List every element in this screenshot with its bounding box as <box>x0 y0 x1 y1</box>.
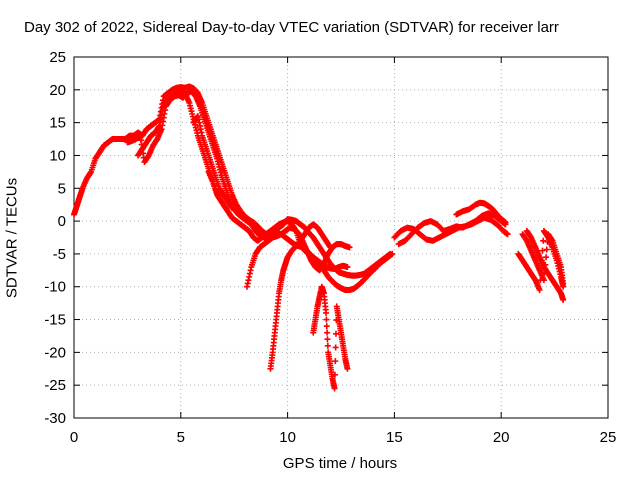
data-series <box>124 88 396 294</box>
data-point <box>327 244 334 251</box>
data-point-interp <box>543 254 550 261</box>
data-point-interp <box>324 342 331 349</box>
y-tick-label: 15 <box>49 115 66 132</box>
data-series <box>190 113 236 211</box>
y-tick-label: 5 <box>58 180 66 197</box>
data-point <box>560 280 567 287</box>
data-point <box>222 204 229 211</box>
data-point <box>387 250 394 257</box>
y-tick-label: -10 <box>44 279 66 296</box>
x-tick-label: 25 <box>600 429 617 446</box>
data-point-interp <box>332 358 339 365</box>
data-series <box>71 83 351 273</box>
data-series <box>523 227 567 303</box>
data-series <box>205 168 229 211</box>
plot-border <box>73 56 609 419</box>
y-tick-label: 10 <box>49 147 66 164</box>
data-series-group <box>71 83 567 392</box>
data-point <box>344 264 351 271</box>
x-tick-label: 0 <box>70 429 78 446</box>
data-point-interp <box>323 316 330 323</box>
data-series <box>310 283 351 392</box>
data-series <box>135 88 394 279</box>
data-point <box>229 204 236 211</box>
data-point <box>504 231 511 238</box>
y-tick-label: 20 <box>49 82 66 99</box>
y-tick-label: -20 <box>44 344 66 361</box>
data-point-interp <box>323 323 330 330</box>
y-tick-label: -25 <box>44 377 66 394</box>
data-point-interp <box>332 344 339 351</box>
data-point-interp <box>544 238 551 245</box>
data-point <box>346 244 353 251</box>
x-axis-label: GPS time / hours <box>282 455 398 472</box>
data-point <box>323 309 330 316</box>
data-series <box>267 221 334 372</box>
data-point-interp <box>543 246 550 253</box>
y-tick-label: -30 <box>44 410 66 427</box>
x-tick-label: 5 <box>177 429 185 446</box>
y-tick-label: 0 <box>58 213 66 230</box>
y-tick-label: 25 <box>49 49 66 66</box>
data-point-interp <box>324 329 331 336</box>
data-point <box>502 219 509 226</box>
data-point <box>540 277 547 284</box>
y-tick-label: -5 <box>53 246 66 263</box>
data-point <box>331 385 338 392</box>
data-point-interp <box>539 247 546 254</box>
data-point-interp <box>324 336 331 343</box>
data-point <box>560 296 567 303</box>
x-tick-label: 20 <box>493 429 510 446</box>
data-point-interp <box>333 330 340 337</box>
data-series <box>244 224 353 290</box>
data-point-interp <box>331 371 338 378</box>
data-point <box>344 365 351 372</box>
data-series <box>395 210 509 248</box>
x-tick-label: 15 <box>386 429 403 446</box>
x-tick-label: 10 <box>279 429 296 446</box>
data-point <box>536 287 543 294</box>
data-series <box>519 231 567 287</box>
data-point-interp <box>540 237 547 244</box>
y-axis-label: SDTVAR / TECUs <box>3 177 21 299</box>
y-tick-label: -15 <box>44 312 66 329</box>
data-series <box>453 199 509 226</box>
chart-title: Day 302 of 2022, Sidereal Day-to-day VTE… <box>24 19 559 36</box>
